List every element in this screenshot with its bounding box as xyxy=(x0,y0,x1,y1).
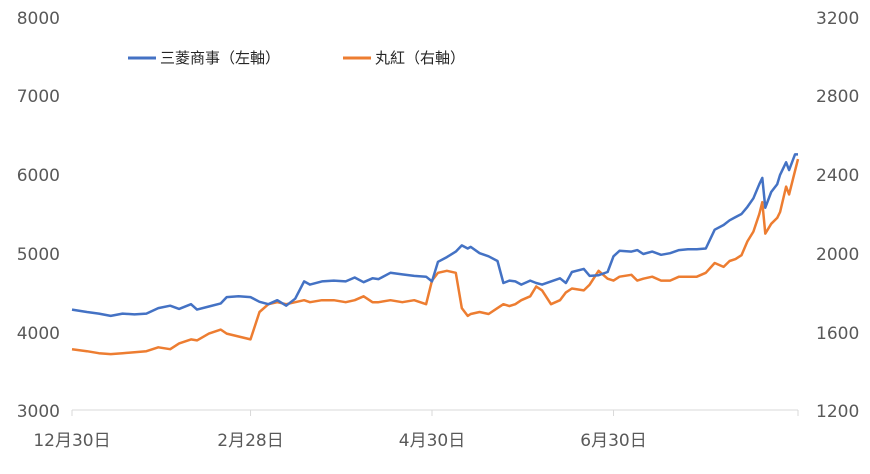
y-left-tick-label: 4000 xyxy=(17,324,60,344)
y-left-tick-label: 5000 xyxy=(17,245,60,265)
y-right-tick-label: 3200 xyxy=(816,9,859,29)
legend-label-marubeni: 丸紅（右軸） xyxy=(375,49,465,67)
x-tick-label: 4月30日 xyxy=(399,431,465,451)
y-right-tick-label: 1600 xyxy=(816,324,859,344)
y-right-tick-label: 1200 xyxy=(816,402,859,422)
y-right-tick-label: 2400 xyxy=(816,166,859,186)
series-line-mitsubishi xyxy=(71,153,798,318)
y-left-tick-label: 7000 xyxy=(17,87,60,107)
y-right-tick-label: 2800 xyxy=(816,87,859,107)
y-left-tick-label: 3000 xyxy=(17,402,60,422)
x-tick-label: 2月28日 xyxy=(217,431,283,451)
x-tick-label: 6月30日 xyxy=(580,431,646,451)
y-left-tick-label: 8000 xyxy=(17,9,60,29)
y-right-tick-label: 2000 xyxy=(816,245,859,265)
x-axis: 12月30日 2月28日 4月30日 6月30日 xyxy=(33,410,799,451)
y-axis-right: 1200 1600 2000 2400 2800 3200 xyxy=(816,9,859,422)
legend-label-mitsubishi: 三菱商事（左軸） xyxy=(160,49,280,67)
y-axis-left: 3000 4000 5000 6000 7000 8000 xyxy=(17,9,60,422)
legend: 三菱商事（左軸） 丸紅（右軸） xyxy=(128,49,465,67)
y-left-tick-label: 6000 xyxy=(17,166,60,186)
x-tick-label: 12月30日 xyxy=(33,431,110,451)
series-line-marubeni xyxy=(71,158,800,356)
